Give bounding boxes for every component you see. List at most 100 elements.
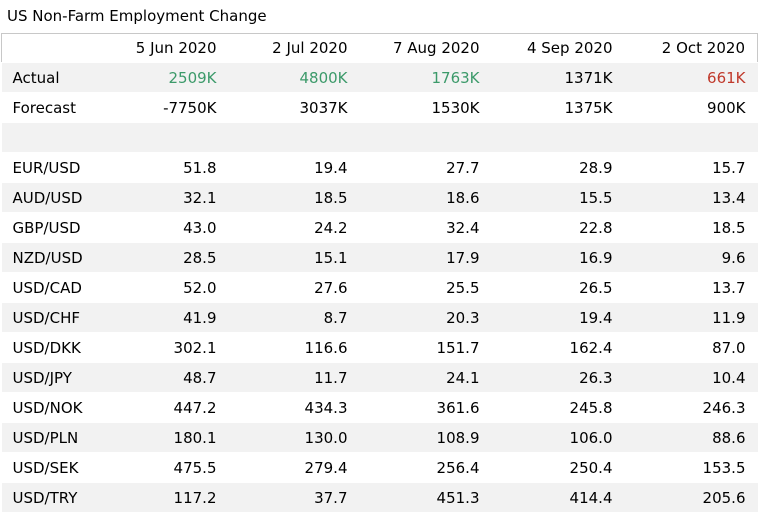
- actual-row: Actual 2509K 4800K 1763K 1371K 661K: [2, 63, 758, 93]
- actual-cell: 4800K: [229, 63, 360, 93]
- pair-cell: 9.6: [625, 243, 758, 273]
- pair-cell: 19.4: [492, 303, 625, 333]
- pair-cell: 434.3: [229, 393, 360, 423]
- pair-cell: 447.2: [102, 393, 229, 423]
- pair-cell: 32.1: [102, 183, 229, 213]
- column-header: 4 Sep 2020: [492, 34, 625, 63]
- pair-cell: 10.4: [625, 363, 758, 393]
- table-row: GBP/USD 43.0 24.2 32.4 22.8 18.5: [2, 213, 758, 243]
- pair-cell: 16.9: [492, 243, 625, 273]
- employment-table: 5 Jun 2020 2 Jul 2020 7 Aug 2020 4 Sep 2…: [1, 33, 758, 513]
- pair-cell: 20.3: [360, 303, 492, 333]
- pair-label: USD/DKK: [2, 333, 102, 363]
- pair-cell: 475.5: [102, 453, 229, 483]
- pair-cell: 116.6: [229, 333, 360, 363]
- pair-cell: 51.8: [102, 153, 229, 183]
- forecast-cell: 3037K: [229, 93, 360, 123]
- table-row: USD/TRY 117.2 37.7 451.3 414.4 205.6: [2, 483, 758, 513]
- pair-cell: 87.0: [625, 333, 758, 363]
- pair-cell: 24.1: [360, 363, 492, 393]
- pair-cell: 11.9: [625, 303, 758, 333]
- table-row: USD/CHF 41.9 8.7 20.3 19.4 11.9: [2, 303, 758, 333]
- table-title: US Non-Farm Employment Change: [7, 6, 267, 26]
- pair-cell: 361.6: [360, 393, 492, 423]
- pair-cell: 15.7: [625, 153, 758, 183]
- table-row: USD/DKK 302.1 116.6 151.7 162.4 87.0: [2, 333, 758, 363]
- pair-cell: 108.9: [360, 423, 492, 453]
- pair-cell: 43.0: [102, 213, 229, 243]
- row-label: Forecast: [2, 93, 102, 123]
- forecast-cell: 1375K: [492, 93, 625, 123]
- pair-cell: 17.9: [360, 243, 492, 273]
- forecast-cell: 900K: [625, 93, 758, 123]
- pair-cell: 48.7: [102, 363, 229, 393]
- table-row: USD/SEK 475.5 279.4 256.4 250.4 153.5: [2, 453, 758, 483]
- pair-label: EUR/USD: [2, 153, 102, 183]
- spacer-cell: [229, 123, 360, 153]
- forecast-row: Forecast -7750K 3037K 1530K 1375K 900K: [2, 93, 758, 123]
- spacer-cell: [360, 123, 492, 153]
- pair-cell: 26.3: [492, 363, 625, 393]
- table-row: USD/PLN 180.1 130.0 108.9 106.0 88.6: [2, 423, 758, 453]
- actual-cell: 1763K: [360, 63, 492, 93]
- table-row: USD/NOK 447.2 434.3 361.6 245.8 246.3: [2, 393, 758, 423]
- pair-label: AUD/USD: [2, 183, 102, 213]
- pair-cell: 151.7: [360, 333, 492, 363]
- table-row: USD/CAD 52.0 27.6 25.5 26.5 13.7: [2, 273, 758, 303]
- pair-cell: 26.5: [492, 273, 625, 303]
- table-row: EUR/USD 51.8 19.4 27.7 28.9 15.7: [2, 153, 758, 183]
- pair-cell: 28.9: [492, 153, 625, 183]
- pair-cell: 18.5: [625, 213, 758, 243]
- pair-cell: 88.6: [625, 423, 758, 453]
- row-label: Actual: [2, 63, 102, 93]
- pair-cell: 8.7: [229, 303, 360, 333]
- pair-cell: 451.3: [360, 483, 492, 513]
- pair-cell: 13.4: [625, 183, 758, 213]
- table-row: NZD/USD 28.5 15.1 17.9 16.9 9.6: [2, 243, 758, 273]
- pair-label: USD/PLN: [2, 423, 102, 453]
- pair-cell: 27.6: [229, 273, 360, 303]
- pair-cell: 256.4: [360, 453, 492, 483]
- pair-cell: 18.6: [360, 183, 492, 213]
- pair-cell: 205.6: [625, 483, 758, 513]
- pair-cell: 180.1: [102, 423, 229, 453]
- pair-cell: 11.7: [229, 363, 360, 393]
- pair-cell: 25.5: [360, 273, 492, 303]
- actual-cell: 1371K: [492, 63, 625, 93]
- pair-cell: 279.4: [229, 453, 360, 483]
- pair-cell: 52.0: [102, 273, 229, 303]
- pair-label: USD/TRY: [2, 483, 102, 513]
- header-row: 5 Jun 2020 2 Jul 2020 7 Aug 2020 4 Sep 2…: [2, 34, 758, 63]
- pair-cell: 24.2: [229, 213, 360, 243]
- spacer-cell: [102, 123, 229, 153]
- spacer-cell: [625, 123, 758, 153]
- pair-label: GBP/USD: [2, 213, 102, 243]
- pair-label: NZD/USD: [2, 243, 102, 273]
- pair-cell: 106.0: [492, 423, 625, 453]
- pair-cell: 153.5: [625, 453, 758, 483]
- pair-cell: 250.4: [492, 453, 625, 483]
- pair-cell: 162.4: [492, 333, 625, 363]
- actual-cell: 661K: [625, 63, 758, 93]
- pair-cell: 28.5: [102, 243, 229, 273]
- column-header: 5 Jun 2020: [102, 34, 229, 63]
- spacer-row: [2, 123, 758, 153]
- pair-cell: 37.7: [229, 483, 360, 513]
- pair-cell: 414.4: [492, 483, 625, 513]
- header-corner: [2, 34, 102, 63]
- spacer-cell: [2, 123, 102, 153]
- pair-cell: 130.0: [229, 423, 360, 453]
- pair-label: USD/JPY: [2, 363, 102, 393]
- table-row: AUD/USD 32.1 18.5 18.6 15.5 13.4: [2, 183, 758, 213]
- column-header: 2 Oct 2020: [625, 34, 758, 63]
- forecast-cell: 1530K: [360, 93, 492, 123]
- pair-cell: 15.5: [492, 183, 625, 213]
- pair-label: USD/CAD: [2, 273, 102, 303]
- pair-cell: 302.1: [102, 333, 229, 363]
- pair-cell: 245.8: [492, 393, 625, 423]
- pair-cell: 246.3: [625, 393, 758, 423]
- pair-label: USD/NOK: [2, 393, 102, 423]
- pair-cell: 32.4: [360, 213, 492, 243]
- pair-cell: 41.9: [102, 303, 229, 333]
- column-header: 7 Aug 2020: [360, 34, 492, 63]
